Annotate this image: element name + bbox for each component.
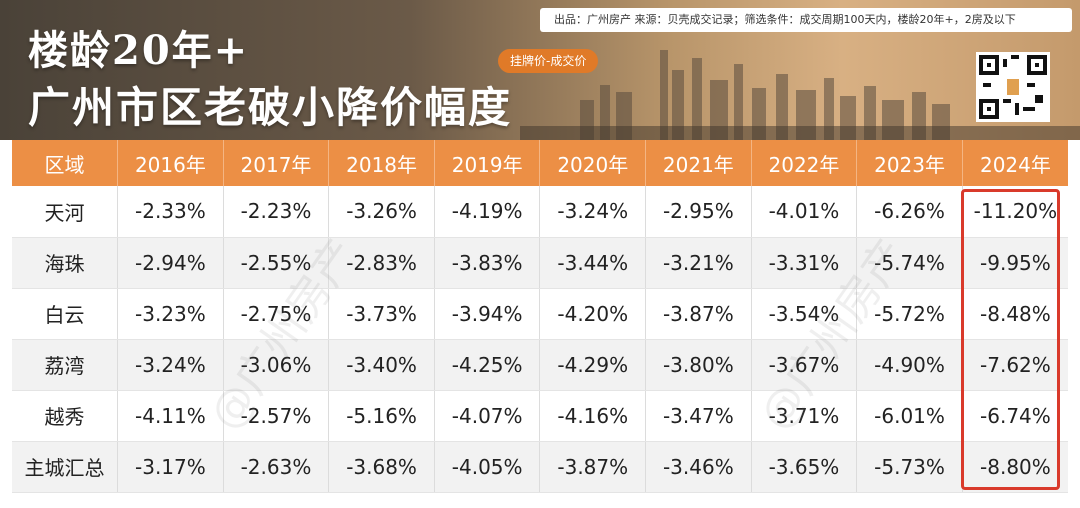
value-cell: -4.90% [856, 339, 963, 391]
column-header: 2016年 [117, 140, 224, 186]
value-cell: -5.74% [856, 237, 963, 289]
table-row: 海珠 -2.94% -2.55% -2.83% -3.83% -3.44% -3.21% -3… [12, 237, 1068, 289]
value-cell: -4.20% [539, 288, 647, 340]
value-cell: -6.74% [962, 390, 1068, 442]
region-cell: 主城汇总 [12, 441, 119, 493]
table-row: 白云 -3.23% -2.75% -3.73% -3.94% -4.20% -3.87% -3… [12, 288, 1068, 340]
value-cell: -3.68% [328, 441, 435, 493]
column-header: 2023年 [856, 140, 963, 186]
column-header: 2022年 [751, 140, 858, 186]
column-header: 2020年 [539, 140, 647, 186]
value-cell: -3.65% [751, 441, 858, 493]
qr-code-icon [976, 52, 1050, 122]
region-cell: 天河 [12, 186, 119, 238]
value-cell: -4.01% [751, 186, 858, 238]
value-cell: -4.07% [434, 390, 541, 442]
value-cell: -2.33% [117, 186, 224, 238]
region-cell: 白云 [12, 288, 119, 340]
table-header-row: 区域 2016年 2017年 2018年 2019年 2020年 2021年 2… [12, 140, 1068, 186]
city-skyline-image [520, 50, 1080, 140]
value-cell: -3.24% [539, 186, 647, 238]
column-header: 2021年 [645, 140, 752, 186]
value-cell: -3.83% [434, 237, 541, 289]
table-body: 天河 -2.33% -2.23% -3.26% -4.19% -3.24% -2.95% -4… [12, 186, 1068, 493]
header-banner: 楼龄20年+ 广州市区老破小降价幅度 出品：广州房产 来源：贝壳成交记录；筛选条… [0, 0, 1080, 140]
region-cell: 越秀 [12, 390, 119, 442]
value-cell: -2.75% [223, 288, 330, 340]
column-header: 2017年 [223, 140, 330, 186]
source-note: 出品：广州房产 来源：贝壳成交记录；筛选条件：成交周期100天内，楼龄20年+，… [540, 8, 1072, 32]
value-cell: -3.46% [645, 441, 752, 493]
value-cell: -3.21% [645, 237, 752, 289]
value-cell: -2.57% [223, 390, 330, 442]
value-cell: -11.20% [962, 186, 1068, 238]
value-cell: -3.54% [751, 288, 858, 340]
column-header: 区域 [12, 140, 119, 186]
value-cell: -3.23% [117, 288, 224, 340]
column-header: 2024年 [962, 140, 1068, 186]
value-cell: -3.87% [645, 288, 752, 340]
value-cell: -3.44% [539, 237, 647, 289]
value-cell: -2.63% [223, 441, 330, 493]
value-cell: -2.55% [223, 237, 330, 289]
column-header: 2018年 [328, 140, 435, 186]
value-cell: -4.19% [434, 186, 541, 238]
value-cell: -8.80% [962, 441, 1068, 493]
value-cell: -8.48% [962, 288, 1068, 340]
value-cell: -9.95% [962, 237, 1068, 289]
value-cell: -2.83% [328, 237, 435, 289]
region-cell: 海珠 [12, 237, 119, 289]
table-row: 越秀 -4.11% -2.57% -5.16% -4.07% -4.16% -3.47% -3… [12, 390, 1068, 442]
table-row: 天河 -2.33% -2.23% -3.26% -4.19% -3.24% -2.95% -4… [12, 186, 1068, 238]
value-cell: -6.01% [856, 390, 963, 442]
value-cell: -4.05% [434, 441, 541, 493]
value-cell: -4.16% [539, 390, 647, 442]
value-cell: -6.26% [856, 186, 963, 238]
value-cell: -3.94% [434, 288, 541, 340]
table-row: 主城汇总 -3.17% -2.63% -3.68% -4.05% -3.87% -3.46%… [12, 441, 1068, 493]
value-cell: -4.29% [539, 339, 647, 391]
value-cell: -3.40% [328, 339, 435, 391]
value-cell: -4.25% [434, 339, 541, 391]
value-cell: -3.17% [117, 441, 224, 493]
value-cell: -3.24% [117, 339, 224, 391]
column-header: 2019年 [434, 140, 541, 186]
title-line-2: 广州市区老破小降价幅度 [28, 83, 513, 132]
price-drop-table: 区域 2016年 2017年 2018年 2019年 2020年 2021年 2… [12, 140, 1068, 493]
table-row: 荔湾 -3.24% -3.06% -3.40% -4.25% -4.29% -3.80% -3… [12, 339, 1068, 391]
value-cell: -2.94% [117, 237, 224, 289]
value-cell: -2.23% [223, 186, 330, 238]
value-cell: -5.73% [856, 441, 963, 493]
bottom-strip [0, 496, 1080, 508]
region-cell: 荔湾 [12, 339, 119, 391]
value-cell: -2.95% [645, 186, 752, 238]
value-cell: -5.72% [856, 288, 963, 340]
value-cell: -3.80% [645, 339, 752, 391]
value-cell: -3.47% [645, 390, 752, 442]
value-cell: -3.67% [751, 339, 858, 391]
value-cell: -3.87% [539, 441, 647, 493]
value-cell: -3.31% [751, 237, 858, 289]
metric-pill: 挂牌价-成交价 [498, 49, 599, 73]
value-cell: -3.26% [328, 186, 435, 238]
value-cell: -7.62% [962, 339, 1068, 391]
value-cell: -3.73% [328, 288, 435, 340]
value-cell: -4.11% [117, 390, 224, 442]
value-cell: -3.71% [751, 390, 858, 442]
value-cell: -5.16% [328, 390, 435, 442]
value-cell: -3.06% [223, 339, 330, 391]
title-line-1: 楼龄20年+ [28, 27, 250, 74]
